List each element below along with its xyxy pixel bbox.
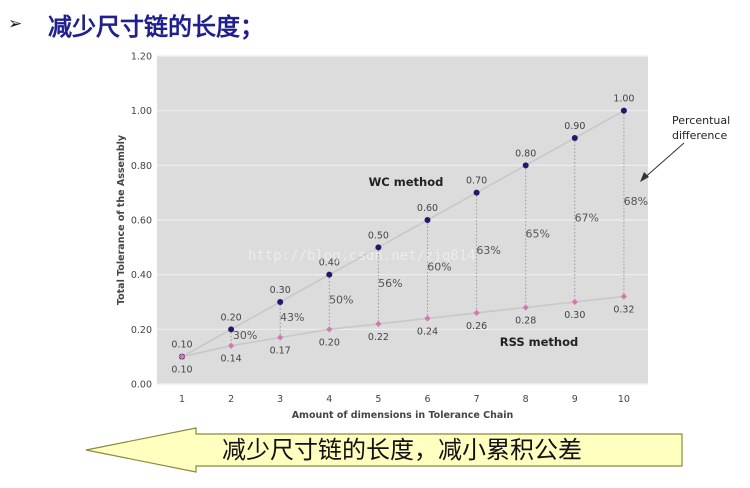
wc-data-label: 0.10 bbox=[171, 340, 192, 351]
percent-difference-label: 67% bbox=[575, 211, 599, 224]
x-tick-label: 5 bbox=[375, 394, 381, 405]
rss-data-label: 0.17 bbox=[270, 346, 291, 357]
y-tick-label: 0.20 bbox=[131, 325, 152, 336]
wc-point bbox=[277, 299, 284, 305]
wc-point bbox=[620, 107, 627, 114]
y-axis-label: Total Tolerance of the Assembly bbox=[116, 134, 127, 305]
wc-point bbox=[473, 189, 480, 196]
rss-point bbox=[375, 320, 382, 327]
rss-data-label: 0.20 bbox=[319, 337, 340, 348]
annotation-pointer-line bbox=[641, 142, 685, 181]
percent-difference-label: 43% bbox=[280, 311, 304, 324]
tolerance-chart: 0.00 0.20 0.40 0.60 0.80 1.00 1.20 1 2 3 4 5 6 7 8 9 10 A… bbox=[116, 52, 730, 422]
percent-difference-label: 50% bbox=[329, 293, 353, 306]
percent-difference-label: 56% bbox=[378, 277, 402, 290]
percent-difference-label: 65% bbox=[525, 228, 549, 241]
y-tick-label: 0.00 bbox=[131, 380, 152, 391]
rss-series-line bbox=[181, 295, 624, 358]
rss-data-label: 0.28 bbox=[515, 315, 536, 326]
watermark-text: http://blog.csdn.net/zjq814 bbox=[248, 248, 476, 264]
wc-point bbox=[522, 162, 529, 169]
x-tick-label: 4 bbox=[326, 394, 332, 405]
rss-data-label: 0.24 bbox=[417, 326, 438, 337]
rss-point bbox=[326, 326, 333, 333]
wc-data-label: 0.40 bbox=[319, 258, 340, 269]
rss-data-label: 0.14 bbox=[221, 354, 242, 365]
rss-point bbox=[620, 293, 628, 300]
wc-point bbox=[228, 326, 235, 333]
rss-point bbox=[424, 315, 431, 322]
bullet-arrow-icon: ➢ bbox=[8, 14, 23, 34]
wc-data-label: 1.00 bbox=[613, 94, 634, 105]
y-tick-label: 1.00 bbox=[131, 106, 152, 117]
rss-point bbox=[277, 334, 284, 341]
y-tick-label: 0.80 bbox=[131, 161, 152, 172]
wc-method-label: WC method bbox=[369, 175, 444, 189]
wc-data-label: 0.50 bbox=[368, 230, 389, 241]
wc-data-label: 0.80 bbox=[515, 148, 536, 159]
x-tick-label: 9 bbox=[572, 394, 578, 405]
x-tick-label: 7 bbox=[474, 394, 480, 405]
annotation-arrowhead-icon bbox=[640, 172, 649, 182]
rss-data-label: 0.32 bbox=[613, 305, 634, 316]
wc-point bbox=[326, 271, 333, 278]
annotation-line-2: difference bbox=[672, 129, 727, 142]
callout-text: 减少尺寸链的长度，减小累积公差 bbox=[222, 436, 582, 464]
wc-data-label: 0.70 bbox=[466, 176, 487, 187]
rss-method-label: RSS method bbox=[500, 335, 579, 349]
wc-point bbox=[375, 244, 382, 251]
percent-difference-label: 63% bbox=[476, 244, 500, 257]
x-axis-label: Amount of dimensions in Tolerance Chain bbox=[292, 410, 514, 421]
rss-data-label: 0.10 bbox=[171, 365, 192, 376]
left-arrow-shape bbox=[85, 427, 683, 473]
x-tick-label: 3 bbox=[277, 394, 283, 405]
percent-difference-label: 68% bbox=[624, 195, 648, 208]
wc-series-line bbox=[181, 110, 625, 358]
rss-point bbox=[473, 309, 480, 317]
wc-data-label: 0.90 bbox=[564, 121, 585, 132]
wc-data-label: 0.30 bbox=[270, 285, 291, 296]
heading-text: 减少尺寸链的长度； bbox=[48, 12, 264, 41]
callout-arrow: 减少尺寸链的长度，减小累积公差 bbox=[84, 426, 684, 474]
wc-point bbox=[424, 217, 431, 223]
y-tick-label: 1.20 bbox=[131, 52, 152, 63]
rss-data-label: 0.22 bbox=[368, 332, 389, 343]
wc-data-label: 0.60 bbox=[417, 203, 438, 214]
wc-point bbox=[571, 135, 578, 141]
x-tick-label: 8 bbox=[523, 394, 529, 405]
x-tick-label: 6 bbox=[424, 394, 430, 405]
y-tick-label: 0.60 bbox=[131, 216, 152, 227]
x-tick-label: 2 bbox=[228, 394, 234, 405]
heading: ➢ 减少尺寸链的长度； bbox=[8, 6, 264, 42]
rss-data-label: 0.26 bbox=[466, 321, 487, 332]
wc-data-label: 0.20 bbox=[221, 312, 242, 323]
y-tick-label: 0.40 bbox=[131, 270, 152, 281]
x-tick-label: 1 bbox=[179, 394, 185, 405]
annotation-line-1: Percentual bbox=[672, 114, 730, 127]
rss-data-label: 0.30 bbox=[564, 310, 585, 321]
percent-difference-label: 30% bbox=[233, 329, 257, 342]
x-tick-label: 10 bbox=[618, 394, 630, 405]
percent-difference-label: 60% bbox=[427, 260, 451, 273]
rss-point bbox=[227, 342, 235, 349]
